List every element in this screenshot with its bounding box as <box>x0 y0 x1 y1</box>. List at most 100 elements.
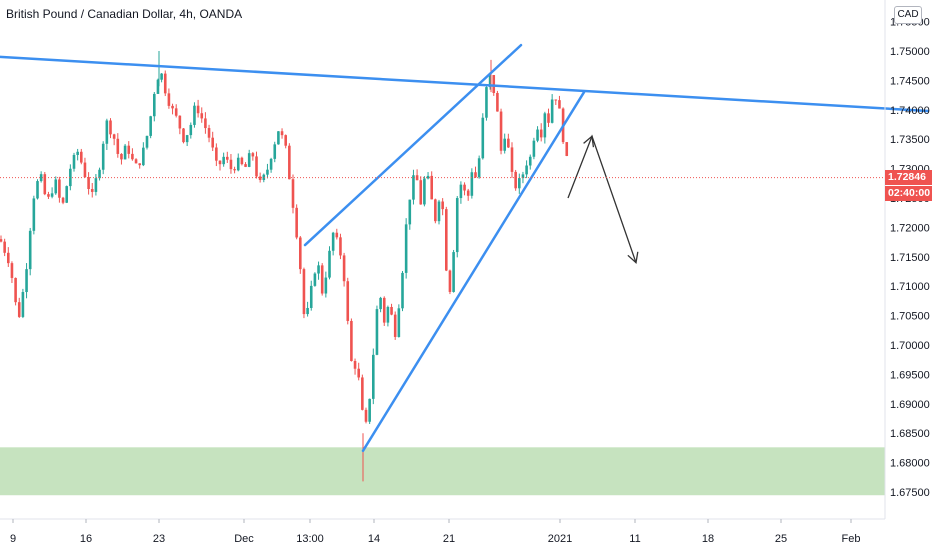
candle-body <box>50 193 54 197</box>
candle-body <box>455 198 459 253</box>
candle-body <box>565 142 569 156</box>
currency-label[interactable]: CAD <box>894 6 922 24</box>
candle-body <box>211 137 214 148</box>
candle-body <box>218 160 222 165</box>
candle-body <box>434 199 437 222</box>
candle-body <box>368 398 371 422</box>
time-tick-label: 2021 <box>548 533 572 545</box>
time-tick-label: 13:00 <box>296 533 324 545</box>
candle-body <box>445 209 448 271</box>
candle-body <box>558 100 561 109</box>
candle-body <box>72 154 76 169</box>
candle-body <box>306 307 309 315</box>
time-tick-label: 25 <box>775 533 787 545</box>
candle-body <box>426 175 430 179</box>
candle-body <box>255 156 258 177</box>
candle-body <box>207 128 211 138</box>
candle-body <box>474 172 477 178</box>
price-tick-label: 1.69500 <box>890 369 930 381</box>
candle-body <box>280 131 284 136</box>
candle-body <box>116 138 120 154</box>
price-tick-label: 1.67500 <box>890 487 930 499</box>
candle-body <box>236 157 240 171</box>
candle-body <box>466 190 470 196</box>
candle-body <box>251 153 255 157</box>
candle-body <box>240 157 244 165</box>
candle-body <box>131 153 134 160</box>
candle-body <box>302 269 306 315</box>
candle-body <box>120 153 123 160</box>
trendline-upper-resistance[interactable] <box>0 55 930 113</box>
price-axis[interactable]: 1.67500 1.68000 1.68500 1.69000 1.69500 1.700… <box>890 17 930 499</box>
candle-body <box>61 197 65 203</box>
candle-body <box>222 156 225 165</box>
candle-body <box>539 129 543 138</box>
candle-body <box>532 140 536 157</box>
candle-body <box>182 128 185 143</box>
candle-body <box>258 176 262 180</box>
candle-body <box>266 169 269 175</box>
price-tick-label: 1.74500 <box>890 75 930 87</box>
candle-body <box>331 232 335 251</box>
candle-body <box>80 151 83 163</box>
candle-body <box>112 134 116 139</box>
candle-body <box>481 117 485 159</box>
price-tick-label: 1.74000 <box>890 105 930 117</box>
candle-body <box>463 184 466 191</box>
candle-body <box>550 99 554 123</box>
price-tick-label: 1.68000 <box>890 458 930 470</box>
candle-body <box>167 93 171 106</box>
candle-body <box>247 153 251 167</box>
candle-body <box>423 178 426 205</box>
trendline-channel-lower[interactable] <box>361 90 586 453</box>
candle-body <box>536 129 539 141</box>
chart-title: British Pound / Canadian Dollar, 4h, OAN… <box>6 7 243 21</box>
candle-body <box>554 99 558 101</box>
trendline-layer[interactable] <box>0 43 930 453</box>
candle-body <box>87 177 90 190</box>
candle-body <box>499 111 503 151</box>
candle-body <box>320 265 324 294</box>
price-tick-label: 1.72000 <box>890 222 930 234</box>
candle-body <box>123 145 127 160</box>
time-tick-label: 21 <box>443 533 455 545</box>
candle-body <box>47 194 50 197</box>
candle-body <box>361 377 364 410</box>
candle-body <box>386 306 390 323</box>
candle-body <box>145 135 149 148</box>
candle-body <box>134 159 138 164</box>
candle-body <box>419 180 423 205</box>
time-tick-label: 16 <box>80 533 92 545</box>
candle-body <box>379 297 382 310</box>
price-tick-label: 1.71500 <box>890 252 930 264</box>
candle-body <box>215 147 218 161</box>
candle-body <box>185 135 189 143</box>
candle-body <box>76 151 79 155</box>
candle-body <box>229 159 233 170</box>
price-tick-label: 1.70000 <box>890 340 930 352</box>
candle-body <box>127 145 131 154</box>
trendline-channel-upper[interactable] <box>303 43 523 247</box>
candle-body <box>503 138 506 151</box>
candle-body <box>36 181 39 199</box>
candle-body <box>375 309 379 355</box>
candle-body <box>364 409 368 422</box>
candle-body <box>43 174 47 195</box>
last-price-tag: 1.72846 <box>885 170 932 186</box>
candle-body <box>149 116 152 136</box>
candle-body <box>470 172 474 196</box>
candle-body <box>262 174 266 180</box>
time-axis[interactable]: 9 16 23 Dec 13:00 14 21 2021 11 18 25 Feb <box>10 519 861 545</box>
candle-body <box>346 281 350 321</box>
candle-body <box>528 156 532 166</box>
candle-body <box>328 250 331 278</box>
candle-body <box>382 297 386 323</box>
candle-body <box>17 302 21 317</box>
candle-body <box>277 131 280 145</box>
candle-body <box>65 186 68 203</box>
candle-body <box>477 158 481 178</box>
demand-zone <box>0 447 885 496</box>
candle-body <box>196 105 200 114</box>
candle-body <box>299 237 302 270</box>
